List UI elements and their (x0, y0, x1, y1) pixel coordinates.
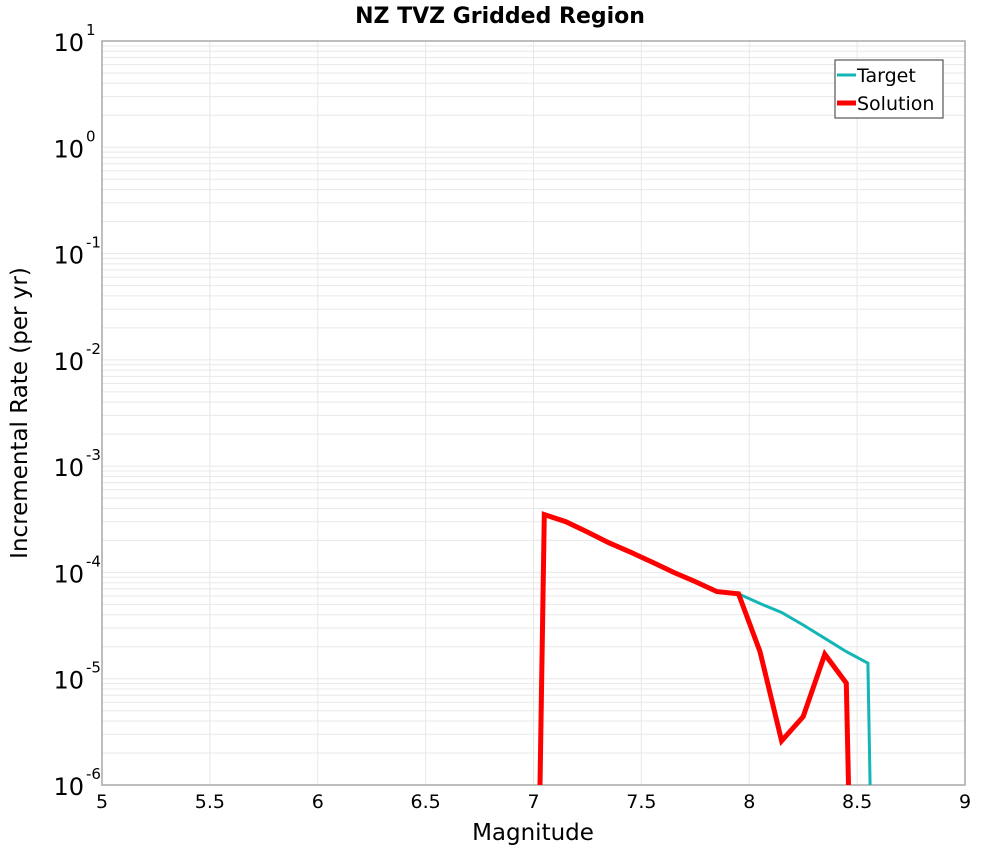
x-tick-label: 6.5 (411, 791, 441, 813)
x-tick-label: 8 (743, 791, 755, 813)
x-tick-label: 7 (527, 791, 539, 813)
legend-solution-label: Solution (857, 93, 934, 115)
legend: Target Solution (834, 59, 944, 119)
y-axis-label: Incremental Rate (per yr) (7, 267, 33, 559)
y-tick-exponent: 0 (86, 127, 96, 145)
series-lines (537, 511, 872, 786)
y-tick-exponent: 1 (86, 21, 96, 39)
y-tick-exponent: -2 (86, 340, 101, 358)
y-tick-exponent: -3 (86, 446, 101, 464)
x-tick-label: 7.5 (626, 791, 656, 813)
grid-lines (101, 41, 966, 786)
x-axis-label: Magnitude (472, 820, 594, 846)
y-tick-label: 10 (53, 773, 84, 801)
y-tick-label: 10 (53, 667, 84, 695)
x-tick-label: 6 (312, 791, 324, 813)
y-tick-label: 10 (53, 242, 84, 270)
x-tick-label: 5 (96, 791, 108, 813)
x-tick-label: 8.5 (842, 791, 872, 813)
x-tick-label: 9 (959, 791, 971, 813)
y-tick-exponent: -5 (86, 659, 101, 677)
y-tick-exponent: -1 (86, 234, 101, 252)
y-tick-label: 10 (53, 560, 84, 588)
y-tick-label: 10 (53, 135, 84, 163)
x-axis-ticks: 5 5.5 6 6.5 7 7.5 8 8.5 9 (96, 791, 971, 813)
y-tick-exponent: -4 (86, 552, 101, 570)
series-solution-line (537, 511, 851, 786)
y-tick-label: 10 (53, 454, 84, 482)
legend-target-label: Target (856, 65, 916, 87)
y-tick-label: 10 (53, 348, 84, 376)
series-target-line (538, 512, 872, 786)
y-tick-label: 10 (53, 29, 84, 57)
y-tick-exponent: -6 (86, 765, 101, 783)
legend-box (834, 59, 944, 119)
chart-title: NZ TVZ Gridded Region (355, 4, 645, 29)
x-tick-label: 5.5 (195, 791, 225, 813)
plot-area (101, 40, 966, 786)
